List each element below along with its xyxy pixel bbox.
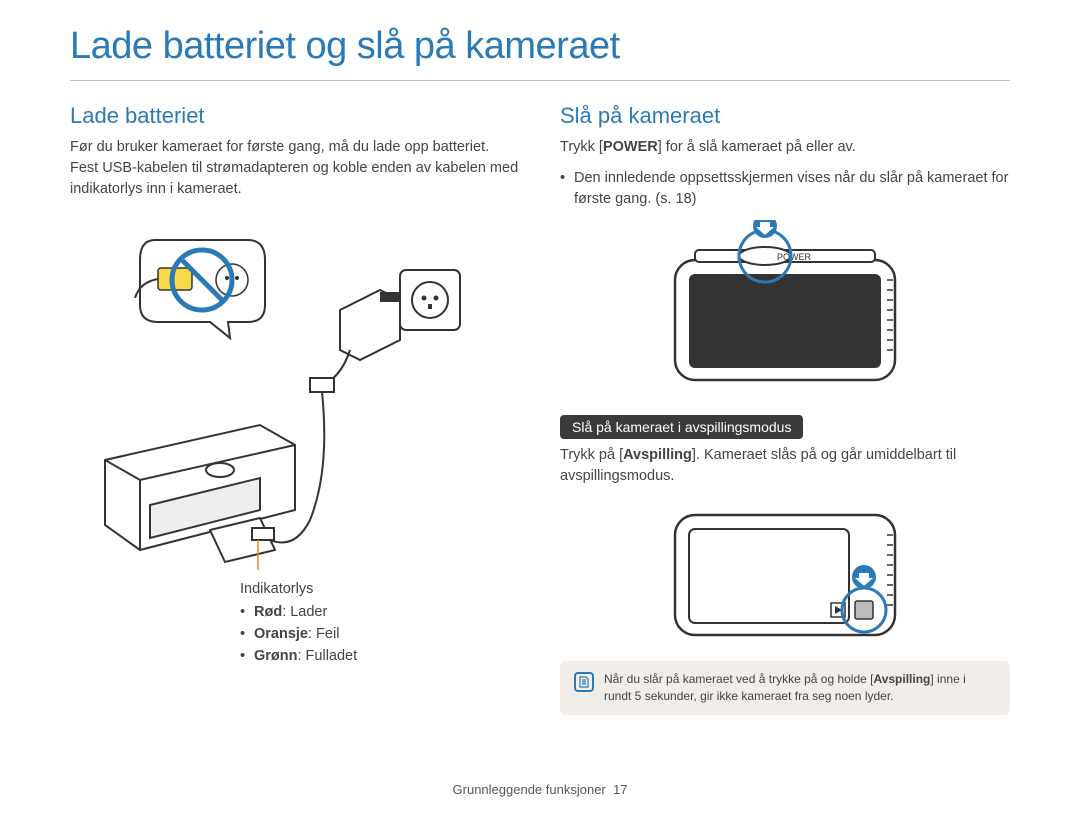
playback-mode-pill: Slå på kameraet i avspillingsmodus [560, 415, 803, 439]
right-line2: Trykk på [Avspilling]. Kameraet slås på … [560, 445, 1010, 487]
indicator-item: Grønn: Fulladet [240, 645, 520, 667]
right-bullet: Den innledende oppsettsskjermen vises nå… [560, 168, 1010, 210]
left-column: Lade batteriet Før du bruker kameraet fo… [70, 103, 520, 715]
note-text: Når du slår på kameraet ved å trykke på … [604, 671, 996, 705]
camera-power-illustration: POWER [560, 220, 1010, 395]
indicator-list: Indikatorlys Rød: Lader Oransje: Feil Gr… [240, 578, 520, 668]
left-heading: Lade batteriet [70, 103, 520, 129]
note-icon [574, 672, 594, 692]
charging-illustration [70, 210, 520, 570]
page-title: Lade batteriet og slå på kameraet [70, 25, 1010, 81]
indicator-item: Oransje: Feil [240, 623, 520, 645]
left-paragraph: Før du bruker kameraet for første gang, … [70, 137, 520, 200]
right-heading: Slå på kameraet [560, 103, 1010, 129]
indicator-title: Indikatorlys [240, 578, 520, 600]
note-box: Når du slår på kameraet ved å trykke på … [560, 661, 1010, 715]
indicator-item: Rød: Lader [240, 601, 520, 623]
two-column-layout: Lade batteriet Før du bruker kameraet fo… [70, 103, 1010, 715]
page-footer: Grunnleggende funksjoner 17 [0, 782, 1080, 797]
camera-playback-illustration [560, 497, 1010, 647]
right-line1: Trykk [POWER] for å slå kameraet på elle… [560, 137, 1010, 158]
power-label: POWER [777, 252, 812, 262]
right-column: Slå på kameraet Trykk [POWER] for å slå … [560, 103, 1010, 715]
